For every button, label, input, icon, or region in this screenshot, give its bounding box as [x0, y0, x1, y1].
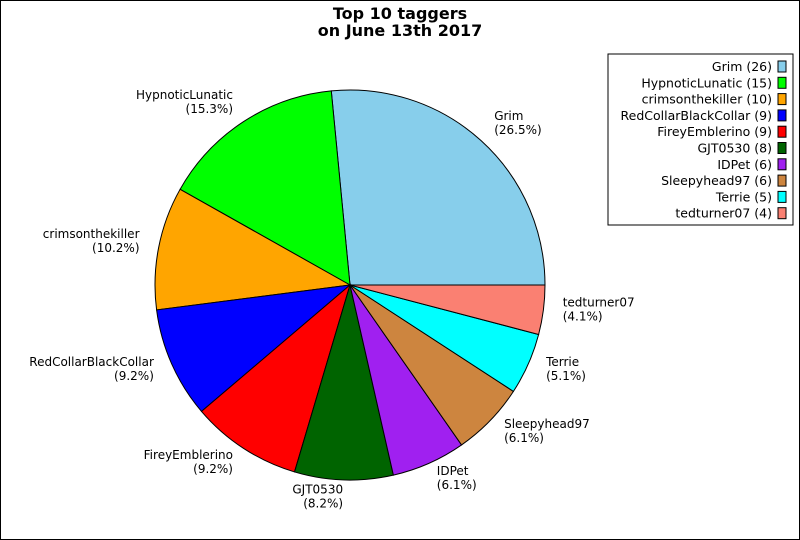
pie-slice-tedturner07 — [349, 284, 546, 336]
pie-slice-fireyemblerino — [200, 283, 351, 473]
legend-entry-sleepyhead97: Sleepyhead97 (6) — [661, 173, 772, 188]
pie-slice-redcollarblackcollar — [156, 284, 352, 413]
legend-entry-redcollarblackcollar: RedCollarBlackCollar (9) — [621, 108, 773, 123]
legend-entry-terrie: Terrie (5) — [715, 189, 772, 204]
pie-labels: Grim (26.5%) HypnoticLunatic (15.3%) crimson… — [29, 88, 634, 510]
slice-label-sleepyhead97: Sleepyhead97 (6.1%) — [504, 417, 590, 445]
slice-label-tedturner07: tedturner07 (4.1%) — [563, 295, 635, 323]
legend: Grim (26)HypnoticLunatic (15) crimsonthek… — [607, 53, 794, 226]
chart-title-line-1: Top 10 taggers — [333, 4, 467, 23]
slice-label-idpet: IDPet (6.1%) — [437, 464, 477, 492]
legend-entry-hypnoticlunatic: HypnoticLunatic (15) — [641, 75, 772, 90]
chart-title: Top 10 taggers on June 13th 2017 — [318, 4, 483, 40]
slice-label-terrie: Terrie (5.1%) — [545, 355, 586, 383]
legend-swatch-hypnoticlunatic — [777, 76, 787, 89]
slice-label-hypnoticlunatic: HypnoticLunatic (15.3%) — [136, 88, 233, 116]
legend-entry-tedturner07: tedturner07 (4) — [675, 206, 772, 221]
slice-label-crimsonthekiller: crimsonthekiller (10.2%) — [43, 227, 140, 255]
legend-swatch-terrie — [777, 190, 787, 203]
legend-entry-grim: Grim (26) — [712, 59, 772, 74]
legend-swatch-tedturner07 — [777, 207, 787, 220]
legend-box — [607, 53, 794, 226]
legend-entry-fireyemblerino: FireyEmblerino (9) — [657, 124, 772, 139]
pie-slice-gjt0530 — [293, 283, 394, 481]
slice-label-gjt0530: GJT0530 (8.2%) — [292, 482, 343, 510]
legend-swatch-crimsonthekiller — [777, 93, 787, 106]
legend-swatch-sleepyhead97 — [777, 174, 787, 187]
pie-slice-crimsonthekiller — [154, 188, 352, 311]
pie-slice-grim — [330, 89, 546, 286]
legend-swatch-gjt0530 — [777, 142, 787, 154]
slice-label-fireyemblerino: FireyEmblerino (9.2%) — [144, 448, 233, 476]
legend-swatch-fireyemblerino — [777, 125, 787, 138]
slice-label-grim: Grim (26.5%) — [494, 109, 541, 137]
legend-swatch-grim — [777, 60, 787, 73]
pie-slice-hypnoticlunatic — [179, 90, 351, 286]
pie-slices — [154, 89, 546, 481]
chart-title-line-2: on June 13th 2017 — [318, 21, 483, 40]
slice-label-redcollarblackcollar: RedCollarBlackCollar (9.2%) — [29, 355, 154, 383]
legend-swatch-redcollarblackcollar — [777, 109, 787, 122]
legend-swatch-idpet — [777, 158, 787, 171]
legend-entry-gjt0530: GJT0530 (8) — [698, 141, 773, 156]
legend-entry-idpet: IDPet (6) — [717, 157, 772, 172]
legend-entry-crimsonthekiller: crimsonthekiller (10) — [642, 92, 772, 107]
